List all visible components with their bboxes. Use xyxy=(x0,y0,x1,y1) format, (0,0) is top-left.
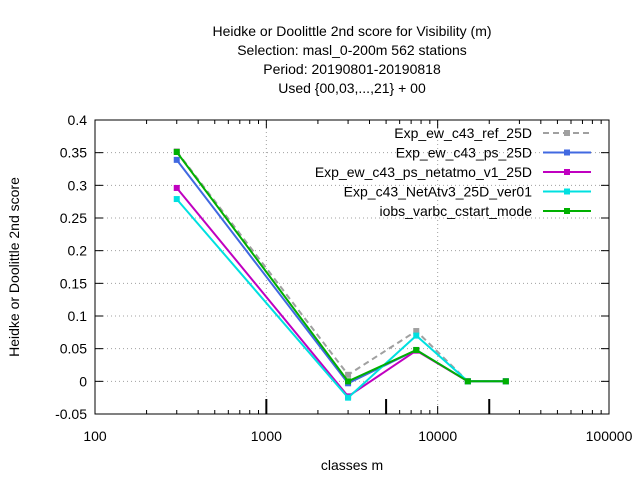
y-tick-label: 0.4 xyxy=(68,112,88,128)
chart-title: Heidke or Doolittle 2nd score for Visibi… xyxy=(212,23,491,96)
title-line: Period: 20190801-20190818 xyxy=(263,61,441,77)
x-tick-label: 100000 xyxy=(586,428,633,444)
series-line xyxy=(175,198,506,400)
y-tick-label: 0.1 xyxy=(68,308,88,324)
data-point xyxy=(345,394,352,401)
series-4 xyxy=(173,149,509,385)
legend-label: Exp_c43_NetAtv3_25D_ver01 xyxy=(344,184,533,200)
legend-label: Exp_ew_c43_ref_25D xyxy=(394,125,532,141)
data-point xyxy=(413,332,420,339)
x-tick-label: 100 xyxy=(83,428,107,444)
data-point xyxy=(345,371,352,378)
legend-marker xyxy=(564,188,570,195)
y-tick-label: 0.05 xyxy=(60,341,87,357)
y-tick-label: 0.35 xyxy=(60,145,87,161)
legend-marker xyxy=(564,130,570,136)
y-tick-label: 0.3 xyxy=(68,177,88,193)
legend-marker xyxy=(564,208,570,214)
plot-area xyxy=(94,119,610,415)
y-tick-label: 0.2 xyxy=(68,243,88,259)
y-tick-label: 0.25 xyxy=(60,210,87,226)
title-line: Heidke or Doolittle 2nd score for Visibi… xyxy=(212,23,491,39)
grid xyxy=(95,120,609,414)
data-point xyxy=(173,184,180,191)
y-tick-label: -0.05 xyxy=(55,406,87,422)
legend-label: iobs_varbc_cstart_mode xyxy=(379,203,532,219)
legend-marker xyxy=(564,169,570,175)
axis-ticks: -0.05 0 0.05 0.1 0.15 0.2 0.25 0.3 0.35 0.4 100 100… xyxy=(55,112,632,444)
title-line: Selection: masl_0-200m 562 stations xyxy=(237,42,467,58)
x-axis-label: classes m xyxy=(321,457,383,473)
data-point xyxy=(502,378,509,385)
x-tick-label: 1000 xyxy=(251,428,282,444)
data-point xyxy=(413,346,420,353)
y-axis-label: Heidke or Doolittle 2nd score xyxy=(6,177,22,357)
legend-label: Exp_ew_c43_ps_25D xyxy=(396,145,532,161)
data-point xyxy=(173,156,180,163)
data-point xyxy=(345,378,352,385)
y-tick-label: 0 xyxy=(79,373,87,389)
y-tick-label: 0.15 xyxy=(60,275,87,291)
series-3 xyxy=(173,196,509,401)
data-point xyxy=(173,196,180,203)
data-point xyxy=(464,378,471,385)
legend-marker xyxy=(564,149,570,156)
series xyxy=(173,148,509,401)
data-point xyxy=(173,149,180,156)
legend-label: Exp_ew_c43_ps_netatmo_v1_25D xyxy=(315,164,532,180)
legend: Exp_ew_c43_ref_25D Exp_ew_c43_ps_25D Exp_e… xyxy=(315,125,591,219)
x-tick-label: 10000 xyxy=(418,428,457,444)
data-point xyxy=(413,328,420,335)
title-line: Used {00,03,...,21} + 00 xyxy=(278,80,426,96)
